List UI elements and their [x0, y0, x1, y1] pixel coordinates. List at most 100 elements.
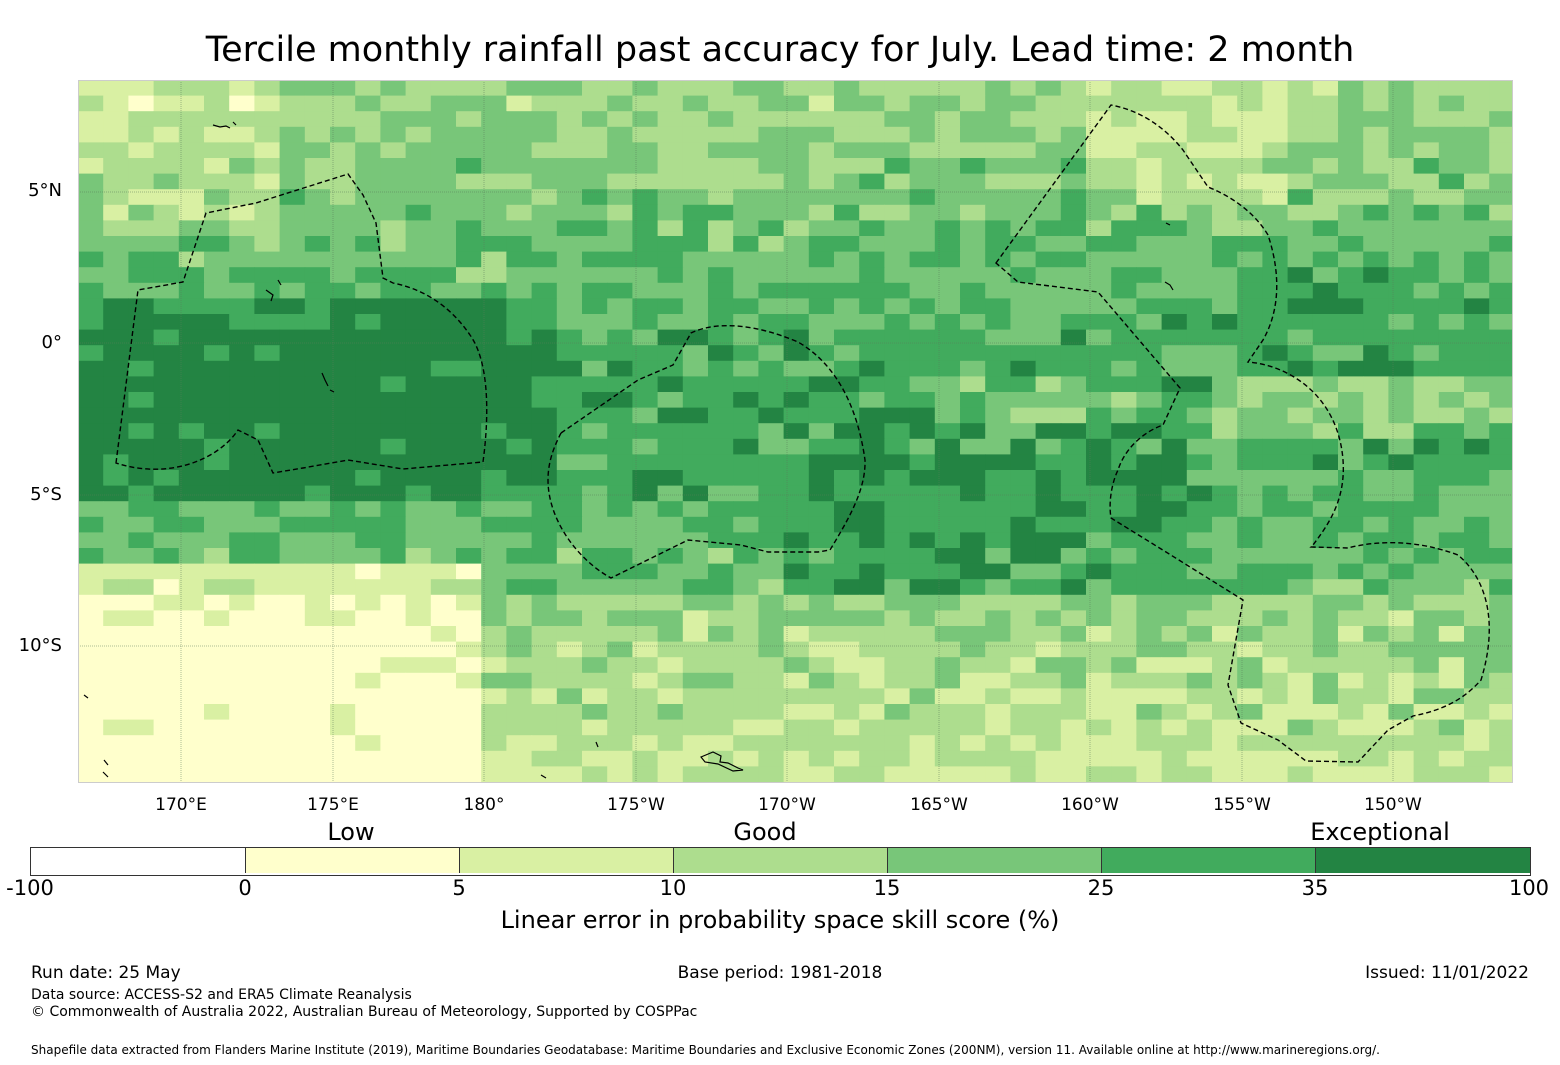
skill-cell	[1010, 80, 1037, 97]
skill-cell	[1464, 251, 1490, 268]
skill-cell	[506, 345, 533, 362]
skill-cell	[632, 766, 659, 783]
skill-cell	[1287, 594, 1314, 611]
skill-cell	[1287, 719, 1314, 736]
skill-cell	[506, 111, 533, 128]
skill-cell	[531, 345, 558, 362]
skill-cell	[1161, 688, 1188, 705]
skill-cell	[1086, 423, 1112, 440]
skill-cell	[657, 485, 684, 502]
skill-cell	[582, 267, 608, 284]
skill-cell	[405, 672, 432, 689]
skill-cell	[632, 329, 659, 346]
skill-cell	[1338, 626, 1364, 643]
skill-cell	[607, 672, 633, 689]
skill-cell	[1161, 735, 1188, 752]
skill-cell	[506, 594, 533, 611]
skill-cell	[733, 142, 759, 159]
skill-cell	[430, 251, 457, 268]
skill-cell	[1086, 392, 1112, 409]
skill-cell	[103, 516, 129, 533]
skill-cell	[531, 142, 558, 159]
skill-cell	[1010, 516, 1037, 533]
skill-cell	[1363, 126, 1389, 143]
skill-cell	[556, 376, 583, 393]
skill-cell	[607, 548, 633, 565]
skill-cell	[1237, 329, 1263, 346]
skill-cell	[229, 345, 255, 362]
skill-cell	[733, 719, 759, 736]
skill-cell	[456, 548, 482, 565]
skill-cell	[78, 626, 104, 643]
skill-cell	[1060, 173, 1087, 190]
skill-cell	[78, 548, 104, 565]
skill-cell	[229, 376, 255, 393]
skill-cell	[506, 626, 533, 643]
skill-cell	[481, 750, 507, 767]
skill-cell	[733, 158, 759, 175]
skill-cell	[481, 173, 507, 190]
skill-cell	[582, 672, 608, 689]
skill-cell	[1111, 438, 1137, 455]
skill-cell	[985, 80, 1011, 97]
skill-cell	[405, 688, 432, 705]
skill-cell	[1489, 704, 1513, 721]
skill-cell	[1212, 173, 1238, 190]
colorbar-segment-4	[887, 848, 1102, 873]
skill-cell	[1363, 173, 1389, 190]
category-exceptional: Exceptional	[1310, 818, 1450, 846]
skill-cell	[178, 532, 205, 549]
skill-cell	[934, 641, 961, 658]
skill-cell	[708, 345, 734, 362]
skill-cell	[1161, 236, 1188, 253]
skill-cell	[481, 360, 507, 377]
skill-cell	[556, 750, 583, 767]
skill-cell	[279, 95, 306, 112]
skill-cell	[279, 142, 306, 159]
skill-cell	[1186, 407, 1213, 424]
skill-cell	[254, 158, 281, 175]
skill-cell	[556, 657, 583, 674]
skill-cell	[254, 626, 281, 643]
skill-cell	[456, 626, 482, 643]
skill-cell	[884, 376, 911, 393]
skill-cell	[506, 485, 533, 502]
skill-cell	[178, 251, 205, 268]
skill-cell	[607, 516, 633, 533]
skill-cell	[1086, 95, 1112, 112]
skill-cell	[708, 111, 734, 128]
skill-cell	[1312, 766, 1339, 783]
skill-cell	[1489, 392, 1513, 409]
skill-cell	[758, 501, 785, 518]
skill-cell	[682, 392, 709, 409]
skill-cell	[405, 407, 432, 424]
skill-cell	[330, 392, 356, 409]
skill-cell	[456, 329, 482, 346]
skill-cell	[884, 750, 911, 767]
skill-cell	[1388, 766, 1415, 783]
skill-cell	[78, 438, 104, 455]
skill-cell	[78, 204, 104, 221]
skill-cell	[657, 688, 684, 705]
skill-cell	[1060, 610, 1087, 627]
skill-cell	[78, 329, 104, 346]
skill-cell	[1413, 750, 1440, 767]
skill-cell	[279, 563, 306, 580]
skill-cell	[1413, 126, 1440, 143]
skill-cell	[304, 392, 331, 409]
lon-label-165w: 165°W	[910, 795, 968, 815]
skill-cell	[632, 345, 659, 362]
skill-cell	[1212, 672, 1238, 689]
skill-cell	[128, 470, 155, 487]
skill-cell	[304, 267, 331, 284]
skill-cell	[607, 80, 633, 97]
skill-cell	[330, 204, 356, 221]
skill-cell	[204, 220, 230, 237]
skill-cell	[128, 282, 155, 299]
skill-cell	[1136, 750, 1163, 767]
skill-cell	[808, 626, 835, 643]
skill-cell	[1388, 392, 1415, 409]
colorbar-segment-6	[1315, 848, 1530, 873]
skill-cell	[783, 111, 810, 128]
skill-cell	[531, 407, 558, 424]
